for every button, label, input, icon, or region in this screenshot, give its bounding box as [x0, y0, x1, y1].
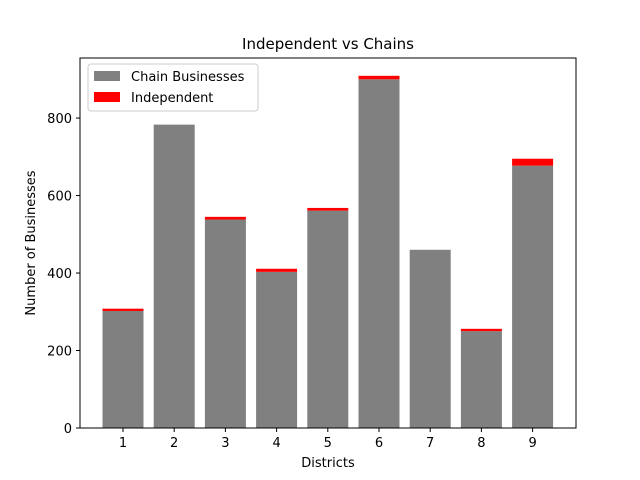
bar-chain-district-6	[358, 79, 400, 428]
bars	[102, 75, 554, 428]
y-tick-label: 600	[47, 190, 72, 205]
legend-entry-label: Independent	[131, 91, 213, 106]
x-axis-ticks: 1 2 3 4 5 6 7 8 9	[119, 428, 537, 451]
x-tick-label: 4	[272, 436, 280, 451]
y-tick-label: 200	[47, 345, 72, 360]
legend-swatch	[94, 92, 120, 102]
legend-entry-label: Chain Businesses	[131, 70, 245, 85]
x-tick-label: 9	[528, 436, 536, 451]
chart-title: Independent vs Chains	[242, 35, 414, 53]
x-axis-label: Districts	[301, 456, 355, 471]
x-tick-label: 8	[477, 436, 485, 451]
bar-independent-district-8	[460, 328, 502, 332]
bar-independent-district-9	[512, 158, 554, 166]
bar-chain-district-4	[256, 271, 298, 428]
y-tick-label: 800	[47, 112, 72, 127]
y-axis-ticks: 0 200 400 600 800	[47, 112, 80, 437]
x-tick-label: 5	[324, 436, 332, 451]
legend-box	[87, 63, 259, 112]
bar-independent-district-4	[256, 268, 298, 272]
bar-chain-district-8	[460, 331, 502, 428]
bar-chain-district-5	[307, 210, 349, 428]
bar-independent-district-5	[307, 207, 349, 211]
y-axis-label: Number of Businesses	[24, 170, 39, 315]
x-tick-label: 7	[426, 436, 434, 451]
bar-independent-district-3	[204, 216, 246, 220]
legend: Chain Businesses Independent	[87, 63, 259, 112]
bar-independent-district-6	[358, 75, 400, 80]
bar-independent-district-1	[102, 308, 144, 311]
bar-chain-district-3	[204, 219, 246, 428]
bar-chain-district-1	[102, 310, 144, 428]
x-tick-label: 2	[170, 436, 178, 451]
x-tick-label: 1	[119, 436, 127, 451]
x-tick-label: 3	[221, 436, 229, 451]
plot-frame	[79, 57, 577, 429]
bar-chain-district-9	[512, 165, 554, 428]
y-tick-label: 0	[64, 422, 72, 437]
legend-swatch	[94, 71, 120, 81]
x-tick-label: 6	[375, 436, 383, 451]
y-tick-label: 400	[47, 267, 72, 282]
bar-chain-district-7	[409, 249, 451, 428]
bar-chain-district-2	[153, 124, 195, 428]
